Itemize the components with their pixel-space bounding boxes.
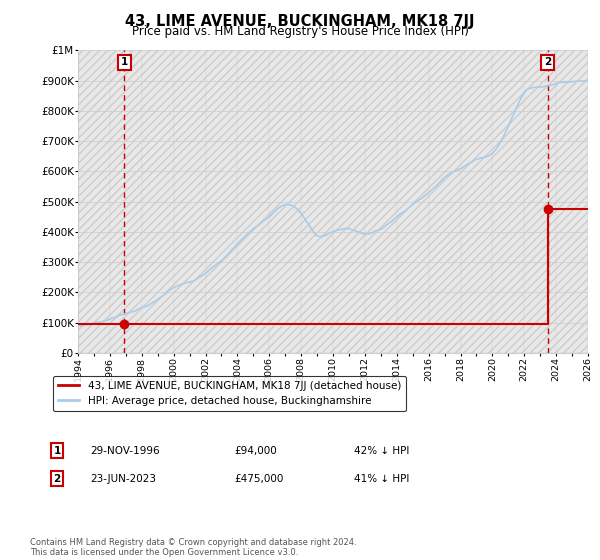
Text: 29-NOV-1996: 29-NOV-1996 (90, 446, 160, 456)
Text: £94,000: £94,000 (234, 446, 277, 456)
Text: 41% ↓ HPI: 41% ↓ HPI (354, 474, 409, 484)
Text: 42% ↓ HPI: 42% ↓ HPI (354, 446, 409, 456)
Text: £475,000: £475,000 (234, 474, 283, 484)
Text: 23-JUN-2023: 23-JUN-2023 (90, 474, 156, 484)
Text: 1: 1 (121, 58, 128, 68)
Text: 2: 2 (544, 58, 551, 68)
Text: Contains HM Land Registry data © Crown copyright and database right 2024.
This d: Contains HM Land Registry data © Crown c… (30, 538, 356, 557)
Text: 2: 2 (53, 474, 61, 484)
Text: 43, LIME AVENUE, BUCKINGHAM, MK18 7JJ: 43, LIME AVENUE, BUCKINGHAM, MK18 7JJ (125, 14, 475, 29)
Legend: 43, LIME AVENUE, BUCKINGHAM, MK18 7JJ (detached house), HPI: Average price, deta: 43, LIME AVENUE, BUCKINGHAM, MK18 7JJ (d… (53, 376, 406, 411)
Text: 1: 1 (53, 446, 61, 456)
Text: Price paid vs. HM Land Registry's House Price Index (HPI): Price paid vs. HM Land Registry's House … (131, 25, 469, 38)
